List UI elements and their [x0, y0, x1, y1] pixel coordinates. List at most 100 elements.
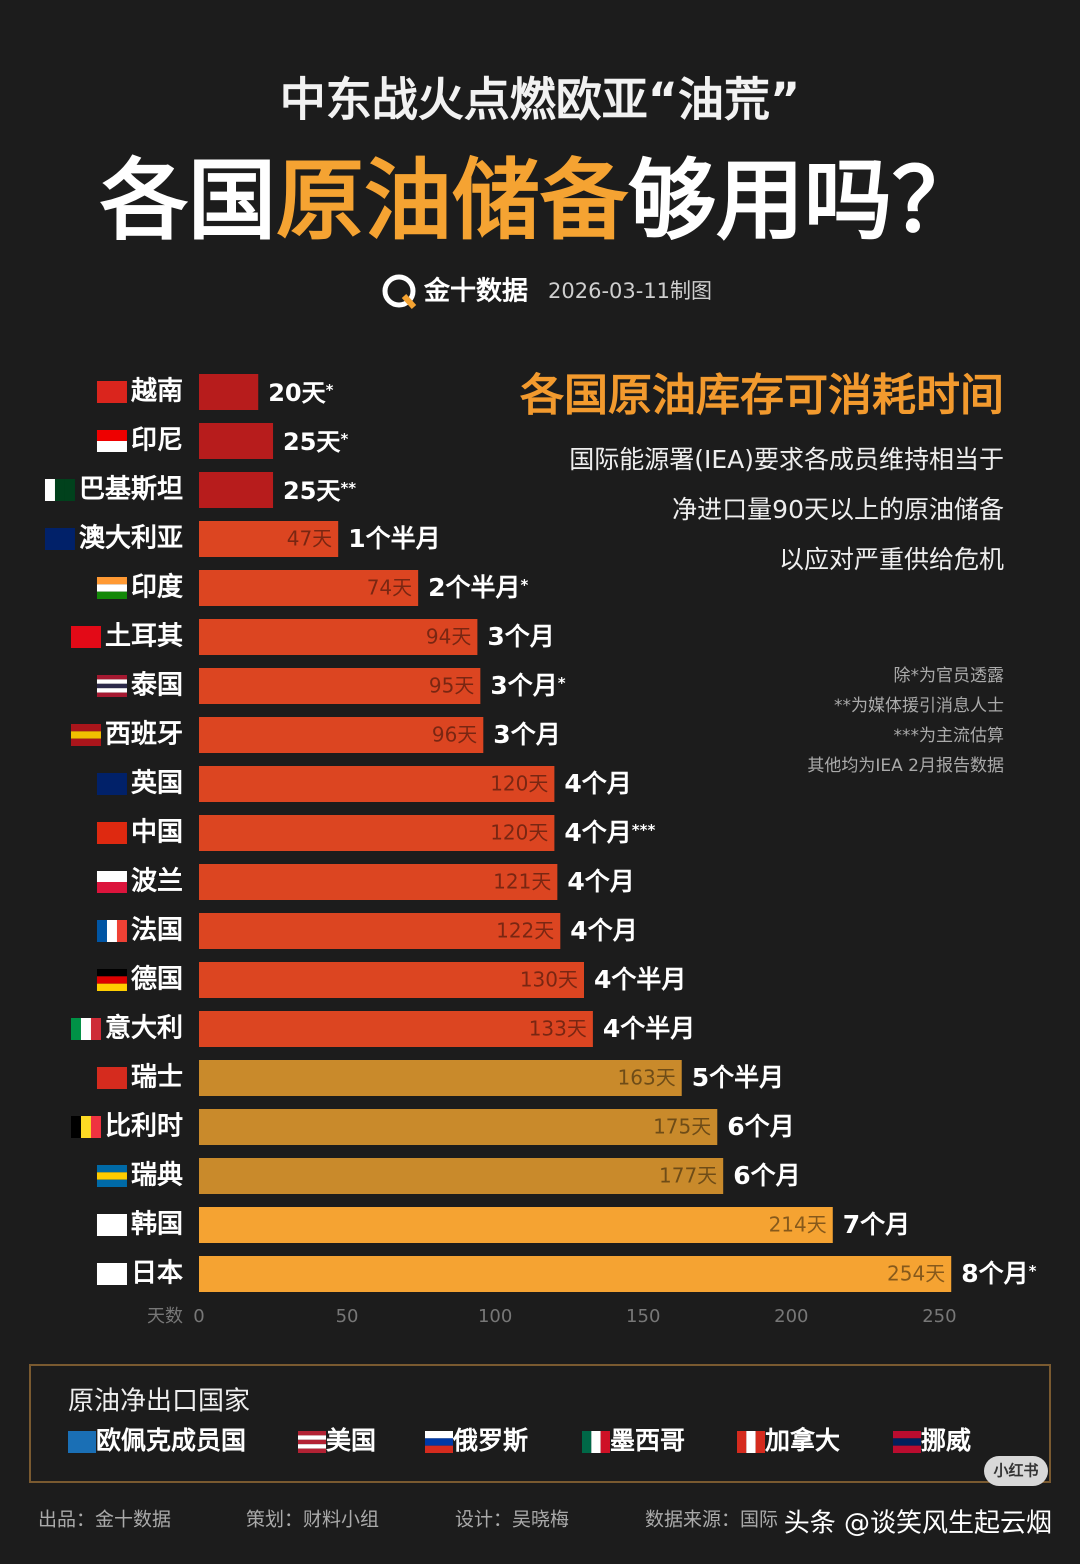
category-label: 意大利 [105, 1013, 183, 1044]
value-label: 95天 [429, 674, 474, 698]
value-label: 120天 [490, 821, 548, 845]
value-label: 122天 [496, 919, 554, 943]
headline-part: 各国 [100, 149, 276, 252]
chart-title: 各国原油库存可消耗时间 [520, 370, 1004, 421]
flag [600, 1431, 610, 1453]
flag [106, 920, 117, 942]
flag [44, 528, 75, 550]
flag [746, 1431, 756, 1453]
duration-label: 6个月 [727, 1112, 794, 1141]
flag [96, 679, 127, 684]
exporter: 加拿大 [764, 1426, 840, 1455]
flag [80, 1018, 91, 1040]
duration-label-text: 4个月 [564, 818, 631, 847]
category-label: 瑞士 [131, 1063, 183, 1093]
headline-part: 够用吗？ [628, 149, 980, 252]
date: 2026-03-11制图 [548, 279, 712, 303]
bar [199, 521, 339, 557]
duration-label: 4个半月 [594, 965, 686, 994]
category-label: 澳大利亚 [79, 524, 183, 554]
value-label: 214天 [769, 1213, 827, 1237]
value-label: 163天 [618, 1066, 676, 1090]
duration-label-text: 4个月 [570, 916, 637, 945]
category-label: 比利时 [105, 1112, 183, 1142]
duration-label: 4个月*** [564, 818, 655, 847]
flag [96, 1214, 127, 1236]
headline: 各国原油储备够用吗？ [100, 149, 980, 252]
footnote-mark: * [340, 430, 348, 448]
exporter: 美国 [326, 1426, 376, 1455]
bar [199, 374, 259, 410]
flag [96, 773, 127, 795]
value-label: 133天 [529, 1017, 587, 1041]
flag [96, 822, 127, 844]
duration-label: 6个月 [733, 1161, 800, 1190]
flag [755, 1431, 765, 1453]
duration-label: 3个月 [487, 622, 554, 651]
duration-label: 1个半月 [348, 524, 440, 553]
footnote-mark: ** [340, 479, 356, 497]
value-label: 47天 [287, 527, 332, 551]
badge-bg [984, 1456, 1048, 1486]
x-axis-label: 天数 [147, 1306, 183, 1327]
exporter: 欧佩克成员国 [96, 1426, 246, 1455]
category-label: 泰国 [131, 671, 183, 701]
bar [199, 1109, 718, 1145]
footnote: 除*为官员透露 [894, 666, 1005, 686]
category-label: 法国 [131, 916, 183, 946]
flag [425, 1445, 453, 1453]
flag [64, 479, 75, 501]
exporter: 墨西哥 [610, 1426, 685, 1455]
category-label: 印尼 [131, 426, 183, 456]
badge: 小红书 [993, 1462, 1038, 1480]
flag [70, 724, 101, 732]
x-tick-label: 200 [774, 1306, 808, 1327]
note: 国际能源署(IEA)要求各成员维持相当于 [569, 445, 1004, 474]
category-label: 西班牙 [105, 720, 183, 750]
value-label: 130天 [520, 968, 578, 992]
duration-label-text: 4个月 [564, 769, 631, 798]
brand-logo [382, 274, 416, 308]
flag [425, 1438, 453, 1446]
flag [96, 591, 127, 599]
flag [96, 675, 127, 680]
bar [199, 962, 584, 998]
flag [96, 882, 127, 893]
x-tick-label: 150 [626, 1306, 660, 1327]
bar [199, 1207, 833, 1243]
category-label: 土耳其 [105, 622, 183, 652]
duration-label: 2个半月* [428, 573, 528, 602]
duration-label: 4个月 [570, 916, 637, 945]
flag [591, 1431, 601, 1453]
credit: 出品：金十数据 [38, 1509, 171, 1531]
exporter: 俄罗斯 [452, 1426, 528, 1455]
duration-label-text: 4个月 [567, 867, 634, 896]
value-label: 175天 [653, 1115, 711, 1139]
flag [80, 1116, 91, 1138]
bar [199, 864, 558, 900]
value-label: 25天** [283, 477, 356, 505]
value-label-text: 20天 [268, 379, 325, 407]
duration-label-text: 7个月 [843, 1210, 910, 1239]
value-label: 74天 [367, 576, 412, 600]
category-label: 英国 [131, 769, 183, 799]
flag [737, 1431, 747, 1453]
flag [68, 1431, 96, 1453]
flag [298, 1435, 326, 1440]
category-label: 波兰 [131, 867, 183, 897]
duration-label-text: 8个月 [961, 1259, 1028, 1288]
duration-label-text: 3个月 [487, 622, 554, 651]
flag [96, 688, 127, 693]
flag [298, 1444, 326, 1449]
legend-title: 原油净出口国家 [68, 1387, 250, 1417]
bar [199, 717, 484, 753]
category-label: 瑞典 [131, 1161, 183, 1191]
duration-label: 4个月 [564, 769, 631, 798]
flag [425, 1431, 453, 1439]
credit: 设计：吴晓梅 [455, 1509, 569, 1531]
duration-label-text: 4个半月 [603, 1014, 695, 1043]
footnote-mark: * [558, 674, 566, 692]
flag [298, 1439, 326, 1445]
footnote-mark: * [326, 381, 334, 399]
duration-label-text: 3个月 [490, 671, 557, 700]
